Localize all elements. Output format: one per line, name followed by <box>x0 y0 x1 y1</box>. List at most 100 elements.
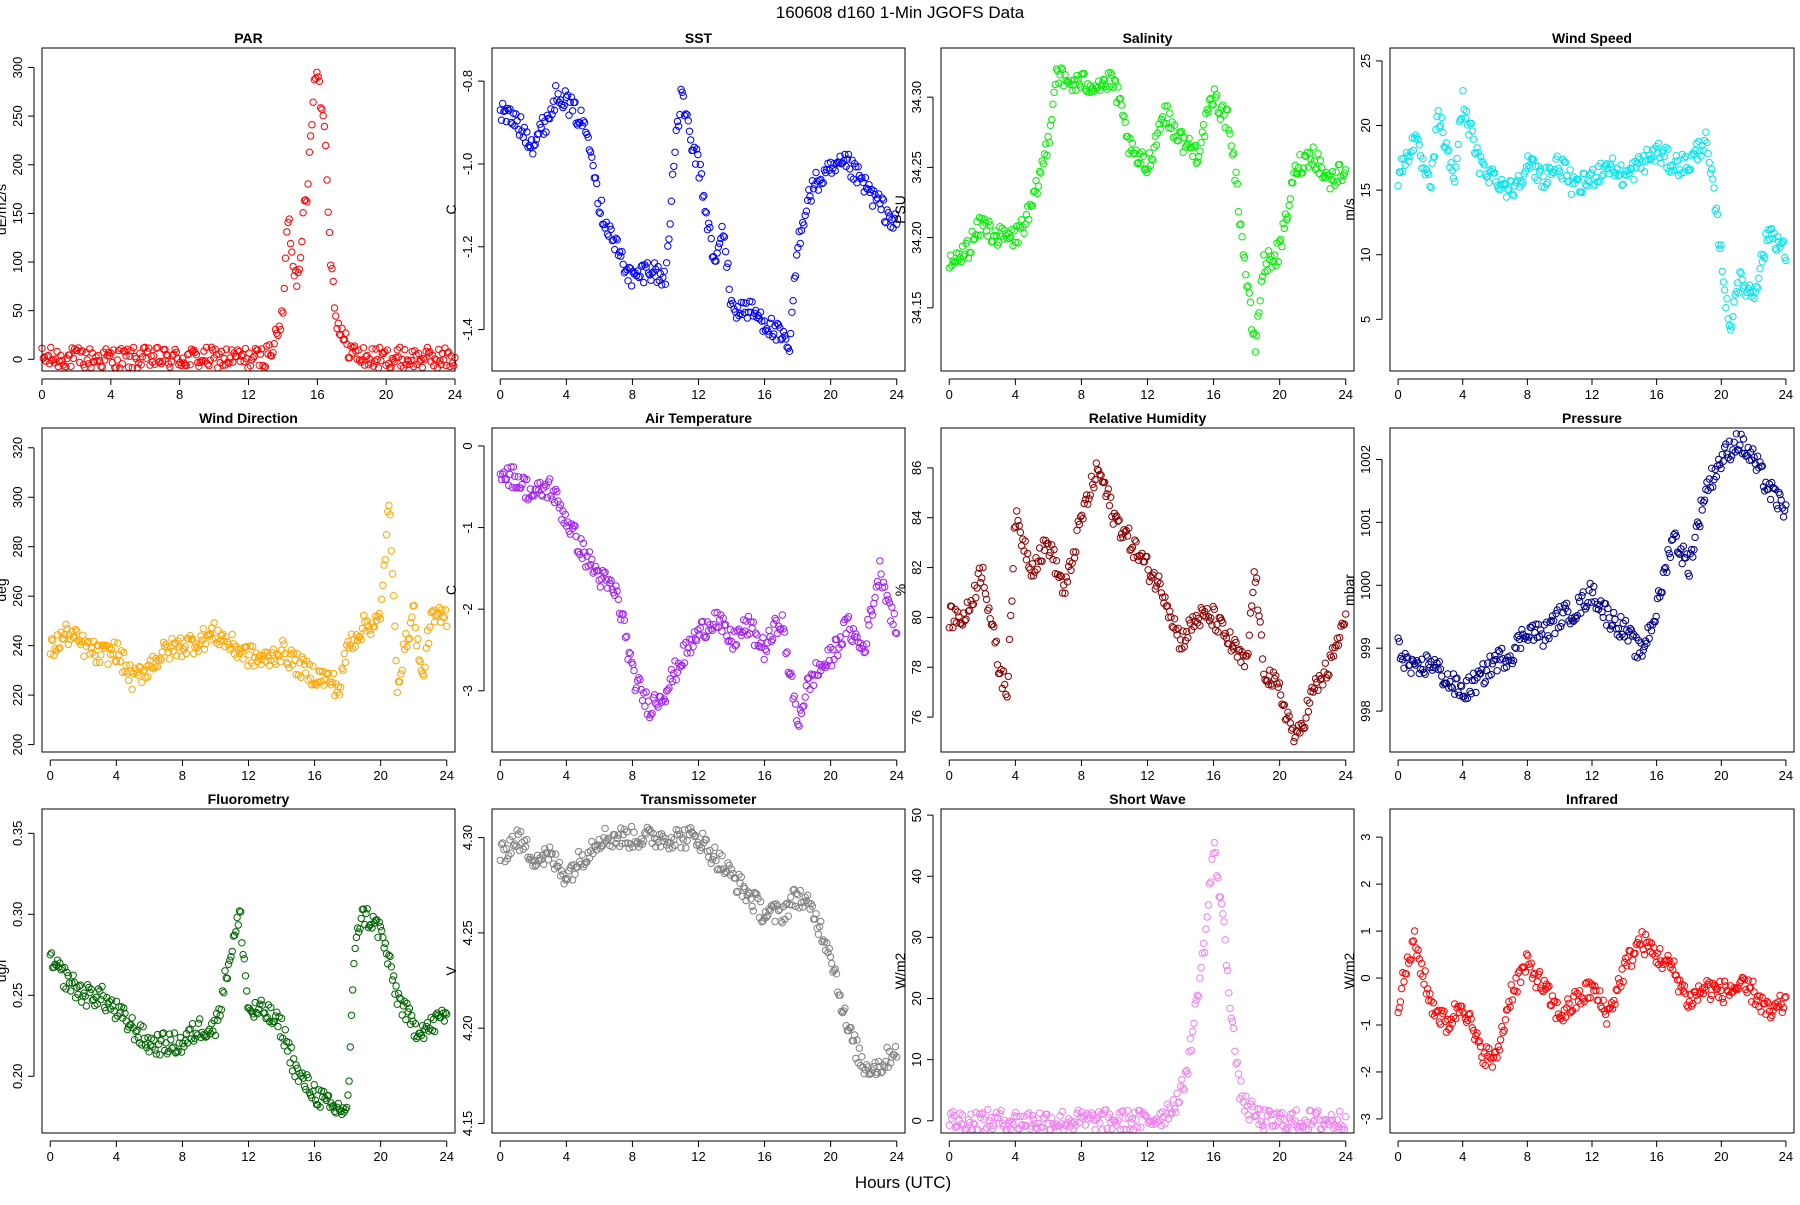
figure-xlabel: Hours (UTC) <box>855 1173 951 1192</box>
data-point <box>1334 641 1343 649</box>
data-point <box>1713 210 1722 219</box>
data-point <box>637 835 645 843</box>
data-point <box>1705 158 1714 167</box>
x-tick-label: 0 <box>1394 1149 1401 1164</box>
data-point <box>1462 107 1471 116</box>
data-point <box>128 1014 136 1022</box>
data-point <box>588 555 596 564</box>
data-point <box>1250 568 1258 576</box>
data-point <box>625 844 633 852</box>
data-point <box>1204 108 1213 116</box>
data-point <box>1104 69 1113 77</box>
data-point <box>1219 101 1227 109</box>
data-point <box>412 642 421 650</box>
data-point <box>1189 1027 1197 1036</box>
data-point <box>1298 169 1307 177</box>
data-point <box>1199 121 1208 129</box>
data-point <box>979 1109 987 1117</box>
data-point <box>1448 684 1457 692</box>
data-point <box>436 357 444 365</box>
data-point <box>734 303 742 311</box>
data-point <box>286 239 295 248</box>
data-point <box>1175 1098 1184 1106</box>
data-point <box>374 933 382 941</box>
data-point <box>301 196 310 204</box>
data-point <box>629 660 637 669</box>
data-point <box>496 106 504 114</box>
data-point <box>1623 171 1631 180</box>
data-point <box>1310 685 1319 693</box>
data-point <box>245 349 253 357</box>
data-point <box>1043 1110 1051 1119</box>
data-point <box>200 347 208 355</box>
data-point <box>1254 312 1262 320</box>
data-point <box>679 92 688 100</box>
data-point <box>1004 1119 1012 1127</box>
data-point <box>1325 671 1333 679</box>
data-point <box>600 569 608 577</box>
data-point <box>224 641 233 649</box>
data-point <box>885 213 894 221</box>
data-point <box>225 359 233 367</box>
data-point <box>972 594 980 602</box>
data-point <box>276 326 285 334</box>
data-point <box>1460 105 1468 114</box>
data-point <box>1686 165 1695 174</box>
x-tick-label: 8 <box>176 387 183 402</box>
x-tick-label: 4 <box>1459 387 1466 402</box>
data-point <box>210 619 218 627</box>
plot-frame <box>491 427 906 753</box>
data-point <box>1114 517 1122 525</box>
data-point <box>533 851 542 859</box>
data-point <box>672 676 680 684</box>
data-point <box>1776 490 1784 499</box>
data-point <box>1266 666 1274 674</box>
data-point <box>801 693 809 701</box>
data-point <box>1719 278 1728 286</box>
data-point <box>306 132 315 140</box>
data-point <box>1244 282 1252 290</box>
y-tick-label: 3 <box>1358 834 1373 841</box>
data-point <box>390 592 398 600</box>
data-point <box>1042 140 1050 148</box>
data-point <box>826 643 835 652</box>
data-point <box>890 1051 898 1059</box>
data-point <box>707 859 715 868</box>
data-point <box>124 676 133 685</box>
data-point <box>1236 645 1244 654</box>
data-point <box>1063 1119 1072 1127</box>
data-point <box>46 650 54 658</box>
panel-title: Wind Direction <box>199 410 298 426</box>
data-point <box>558 867 566 875</box>
data-point <box>753 890 761 899</box>
data-point <box>1139 152 1148 161</box>
data-point <box>1395 637 1404 646</box>
data-point <box>1598 608 1606 616</box>
data-point <box>532 861 541 869</box>
data-point <box>1719 998 1728 1007</box>
data-point <box>509 463 518 471</box>
data-point <box>1769 234 1777 243</box>
data-point <box>1340 169 1349 177</box>
data-point <box>396 994 404 1002</box>
data-point <box>1458 114 1466 123</box>
x-tick-label: 20 <box>1272 768 1286 783</box>
data-point <box>1239 1098 1248 1106</box>
plot-frame <box>940 47 1355 372</box>
data-point <box>796 886 804 895</box>
data-point <box>1338 176 1346 185</box>
data-point <box>1520 635 1528 643</box>
data-point <box>753 631 761 639</box>
data-point <box>800 702 808 710</box>
data-point <box>862 640 871 648</box>
data-point <box>1459 1008 1467 1016</box>
data-point <box>378 595 386 603</box>
data-point <box>1214 874 1222 882</box>
data-points <box>1394 87 1790 334</box>
data-point <box>800 221 808 229</box>
data-point <box>693 145 701 153</box>
data-point <box>758 317 766 325</box>
data-point <box>1771 244 1780 253</box>
x-tick-label: 20 <box>823 768 837 783</box>
